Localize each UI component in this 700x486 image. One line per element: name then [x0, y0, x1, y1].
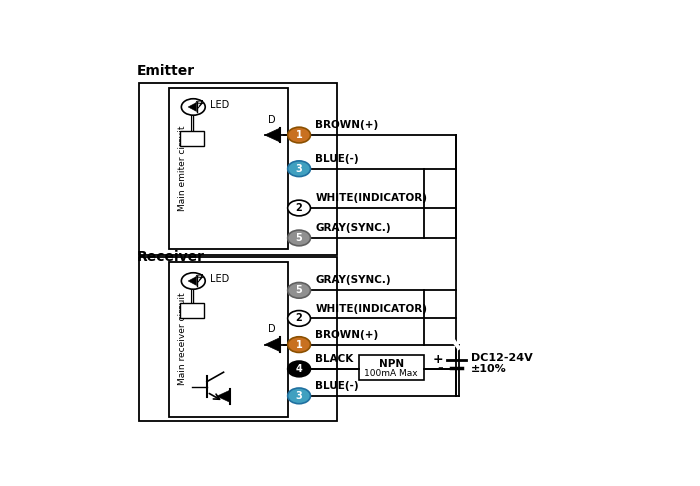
Circle shape — [288, 282, 311, 298]
Text: 2: 2 — [295, 203, 302, 213]
Circle shape — [288, 127, 311, 143]
Bar — [169, 261, 288, 417]
Bar — [139, 257, 337, 421]
Circle shape — [181, 273, 205, 289]
Text: GRAY(SYNC.): GRAY(SYNC.) — [315, 223, 391, 233]
Text: GRAY(SYNC.): GRAY(SYNC.) — [315, 276, 391, 285]
Bar — [139, 83, 337, 255]
Circle shape — [288, 361, 311, 377]
Text: BLUE(-): BLUE(-) — [315, 381, 359, 391]
Text: WHITE(INDICATOR): WHITE(INDICATOR) — [315, 304, 427, 313]
Text: Main emiter circuit: Main emiter circuit — [178, 126, 187, 211]
Text: 1: 1 — [295, 340, 302, 349]
Bar — [358, 355, 424, 380]
Circle shape — [288, 337, 311, 352]
Text: 5: 5 — [295, 233, 302, 243]
Text: Main receiver circuit: Main receiver circuit — [178, 293, 187, 385]
Text: ±10%: ±10% — [470, 364, 506, 375]
Text: BLACK: BLACK — [315, 354, 354, 364]
Circle shape — [288, 161, 311, 176]
Text: WHITE(INDICATOR): WHITE(INDICATOR) — [315, 193, 427, 203]
Text: D: D — [268, 324, 276, 334]
Circle shape — [288, 230, 311, 246]
Bar — [180, 303, 204, 318]
Text: 3: 3 — [295, 164, 302, 174]
Bar — [180, 131, 204, 146]
Polygon shape — [188, 277, 197, 285]
Text: NPN: NPN — [379, 359, 404, 369]
Circle shape — [288, 388, 311, 404]
Text: LED: LED — [209, 100, 229, 110]
Circle shape — [181, 99, 205, 115]
Text: +: + — [432, 353, 443, 366]
Polygon shape — [216, 390, 230, 402]
Text: Emitter: Emitter — [136, 65, 195, 78]
Polygon shape — [265, 338, 279, 351]
Polygon shape — [188, 103, 197, 111]
Text: 3: 3 — [295, 391, 302, 401]
Polygon shape — [265, 128, 279, 142]
Text: LED: LED — [209, 274, 229, 284]
Text: 100mA Max: 100mA Max — [365, 369, 418, 379]
Text: D: D — [268, 115, 276, 124]
Text: BROWN(+): BROWN(+) — [315, 120, 379, 130]
Circle shape — [288, 200, 311, 216]
Text: DC12-24V: DC12-24V — [470, 353, 532, 363]
Text: 1: 1 — [295, 130, 302, 140]
Text: Receiver: Receiver — [136, 250, 204, 264]
Text: 5: 5 — [295, 285, 302, 295]
Circle shape — [288, 311, 311, 326]
Text: BLUE(-): BLUE(-) — [315, 154, 359, 164]
Text: 2: 2 — [295, 313, 302, 323]
Text: BROWN(+): BROWN(+) — [315, 330, 379, 340]
Bar — [169, 88, 288, 249]
Text: -: - — [437, 362, 443, 375]
Text: 4: 4 — [295, 364, 302, 374]
